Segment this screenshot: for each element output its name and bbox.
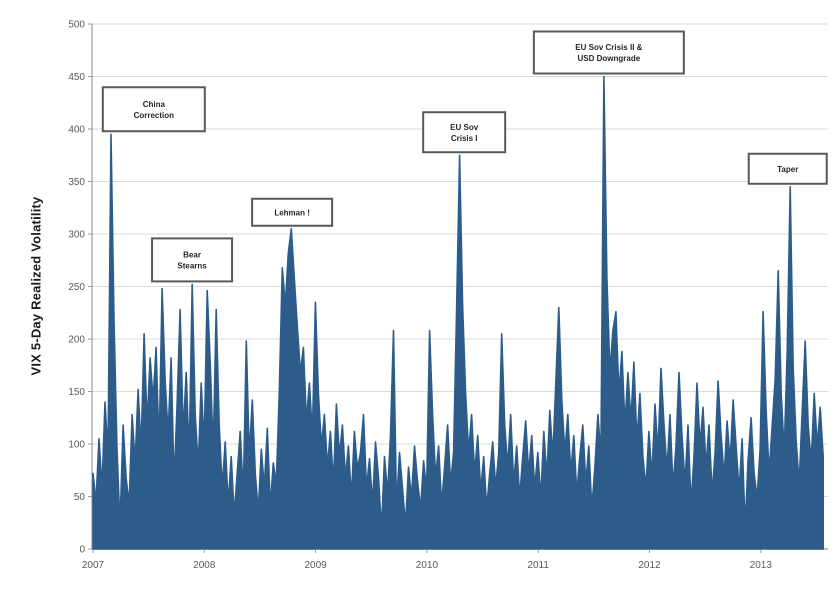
annotation-label-bear-stearns: Bear — [183, 250, 201, 259]
x-tick-label: 2012 — [638, 560, 661, 571]
annotation-label-lehman: Lehman ! — [274, 208, 310, 217]
annotation-label-eu-sov-crisis-2: USD Downgrade — [578, 54, 641, 63]
y-tick-label: 250 — [68, 282, 85, 293]
annotation-box-eu-sov-crisis-2 — [532, 30, 685, 75]
x-tick-label: 2013 — [750, 560, 773, 571]
annotation-box-lehman — [251, 197, 334, 227]
x-tick-label: 2011 — [527, 560, 549, 571]
annotation-box-taper — [747, 152, 828, 185]
y-tick-label: 100 — [68, 440, 85, 451]
annotation-label-eu-sov-crisis-2: EU Sov Crisis II & — [575, 43, 642, 52]
y-tick-label: 450 — [68, 72, 85, 83]
series-vix-5-day-realized-volatility — [92, 75, 824, 550]
annotation-label-eu-sov-crisis-1: EU Sov — [450, 123, 479, 132]
x-tick-label: 2010 — [416, 560, 439, 571]
annotation-box-eu-sov-crisis-1 — [422, 111, 507, 154]
y-tick-label: 300 — [68, 230, 85, 241]
y-tick-label: 0 — [79, 545, 85, 556]
annotation-label-taper: Taper — [777, 165, 798, 174]
annotation-box-china-correction — [101, 86, 206, 133]
annotation-label-china-correction: Correction — [134, 111, 175, 120]
y-axis-title: VIX 5-Day Realized Volatility — [28, 196, 44, 376]
annotation-label-china-correction: China — [143, 100, 166, 109]
y-tick-label: 50 — [74, 492, 86, 503]
annotation-box-bear-stearns — [151, 237, 234, 283]
y-tick-label: 150 — [68, 387, 85, 398]
y-tick-label: 400 — [68, 125, 85, 136]
annotation-label-bear-stearns: Stearns — [177, 261, 207, 270]
x-tick-label: 2007 — [82, 560, 105, 571]
y-tick-label: 350 — [68, 177, 85, 188]
x-tick-label: 2008 — [193, 560, 216, 571]
y-tick-label: 500 — [68, 20, 85, 31]
y-tick-label: 200 — [68, 335, 85, 346]
x-tick-label: 2009 — [304, 560, 327, 571]
annotation-label-eu-sov-crisis-1: Crisis I — [451, 134, 478, 143]
